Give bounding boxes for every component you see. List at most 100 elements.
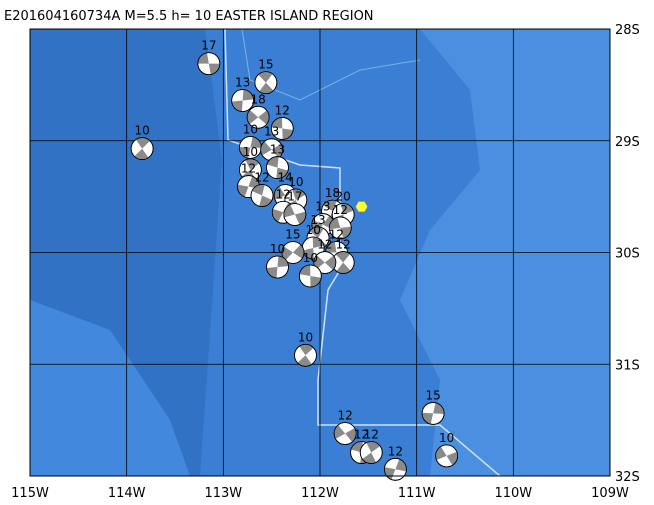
beachball-quadrant [362,452,377,464]
beachball-quadrant [299,264,311,276]
beachball-outline [333,422,357,445]
beachball-quadrant [197,52,209,64]
beachball-outline [383,457,407,481]
depth-label: 12 [275,103,290,117]
beachball [283,203,307,226]
depth-label: 12 [333,203,348,217]
beachball-quadrant [258,110,270,125]
beachball-quadrant [324,255,336,270]
beachball [298,264,322,288]
beachball-quadrant [277,256,289,268]
depth-label: 17 [201,39,216,53]
beachball-quadrant [310,275,322,287]
beachball-quadrant [292,188,306,200]
beachball-outline [294,343,317,367]
beachball-outline [130,137,154,160]
beachball-quadrant [231,100,243,112]
beachball-quadrant [351,441,363,453]
depth-label: 10 [306,223,321,237]
beachball-quadrant [329,217,341,230]
beachball-quadrant [446,451,458,466]
lat-tick-label: 30S [615,247,640,262]
beachball-quadrant [335,251,351,263]
depth-label: 10 [243,145,258,159]
depth-label: 12 [388,444,403,458]
beachball-quadrant [208,63,220,75]
beachball-quadrant [242,89,254,101]
beachball-quadrant [281,246,293,261]
beachball-outline [435,444,459,468]
beachball [266,156,289,179]
depth-label: 12 [336,238,351,252]
beachball-outline [298,264,322,288]
depth-label: 12 [317,238,332,252]
beachball-quadrant [259,82,274,94]
beachball-quadrant [323,200,337,212]
lat-tick-label: 32S [615,470,640,485]
title: E201604160734A M=5.5 h= 10 EASTER ISLAND… [4,9,374,24]
beachball-quadrant [247,110,259,125]
beachball-quadrant [135,137,150,149]
beachball [197,52,221,76]
beachball [421,402,445,425]
depth-label: 18 [325,186,340,200]
beachball-outline [359,441,383,464]
beachball-quadrant [334,425,346,440]
beachball-quadrant [340,226,352,239]
depth-label: 12 [254,171,269,185]
beachball-outline [197,52,221,76]
beachball [266,255,289,279]
beachball-quadrant [134,148,149,160]
depth-label: 10 [270,242,285,256]
beachball-quadrant [345,428,357,442]
beachball-quadrant [312,237,324,249]
depth-label: 13 [310,213,325,227]
lat-tick-label: 29S [615,135,640,150]
depth-label: 10 [288,175,303,189]
depth-label: 10 [298,330,313,344]
depth-label: 12 [364,428,379,442]
depth-label: 10 [134,124,149,138]
depth-label: 14 [278,171,293,185]
depth-label: 15 [285,228,300,242]
beachball-quadrant [274,186,286,200]
beachball-quadrant [266,156,279,168]
beachball [238,136,262,159]
depth-label: 15 [258,58,273,72]
beachball-outline [231,89,255,112]
beachball-outline [313,251,337,274]
beachball [281,241,305,264]
beachball-outline [246,105,270,129]
lon-tick-label: 109W [591,486,629,501]
beachball-quadrant [366,441,381,453]
depth-label: 10 [303,251,318,265]
beachball [130,137,154,160]
beachball-quadrant [433,402,445,415]
beachball-quadrant [299,344,314,356]
depth-label: 12 [276,187,291,201]
lon-tick-label: 111W [398,486,436,501]
beachball-quadrant [258,71,273,83]
depth-label: 12 [329,228,344,242]
beachball-quadrant [276,167,289,179]
depth-label: 13 [315,200,330,214]
beachball-outline [254,71,278,95]
lon-tick-label: 110W [494,486,532,501]
beachball-quadrant [272,208,284,222]
beachball-outline [328,216,352,240]
depth-label: 18 [250,92,265,106]
beachball [254,71,278,95]
beachball [359,441,383,464]
beachball-quadrant [313,255,325,270]
beachball-outline [283,203,307,226]
beachball-quadrant [336,262,351,274]
map-frame [29,28,611,477]
beachball-quadrant [282,128,294,140]
lon-tick-label: 113W [204,486,242,501]
lat-tick-label: 28S [615,23,640,38]
beachball [250,184,274,207]
beachball-quadrant [271,117,283,129]
beachball [435,444,459,468]
